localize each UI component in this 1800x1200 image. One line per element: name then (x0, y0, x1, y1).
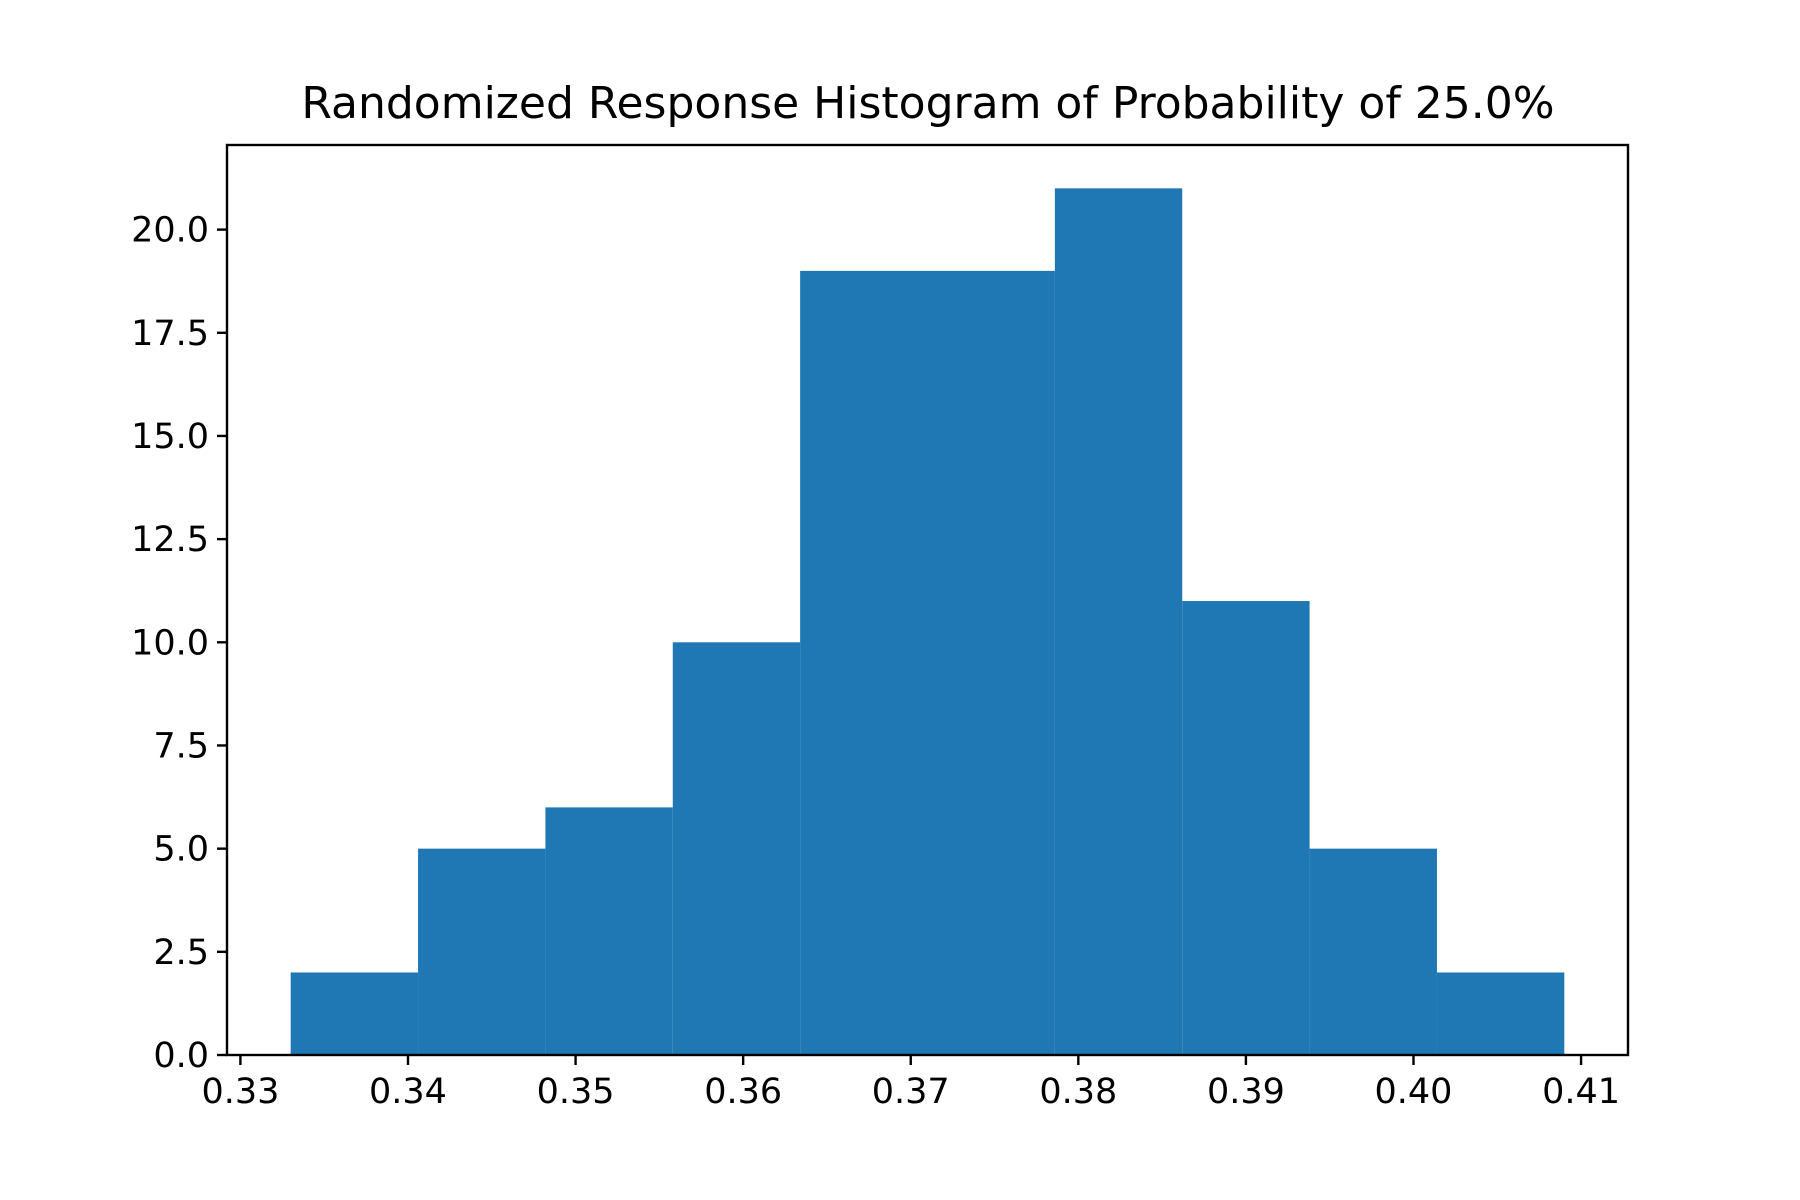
x-tick-label: 0.41 (1542, 1072, 1620, 1112)
x-tick-label: 0.38 (1039, 1072, 1117, 1112)
y-tick-label: 10.0 (131, 623, 209, 663)
x-tick-label: 0.34 (369, 1072, 447, 1112)
x-tick-label: 0.35 (537, 1072, 615, 1112)
histogram-bar (290, 972, 419, 1055)
histogram-bar (672, 642, 801, 1055)
bars-group (290, 188, 1565, 1056)
y-tick-label: 12.5 (131, 520, 209, 560)
y-tick-label: 2.5 (153, 933, 209, 973)
x-tick-label: 0.36 (704, 1072, 782, 1112)
y-tick-label: 20.0 (131, 211, 209, 251)
histogram-bar (1054, 188, 1183, 1056)
histogram-bar (800, 270, 928, 1055)
histogram-bar (1309, 848, 1437, 1055)
histogram-bar (1182, 601, 1310, 1055)
y-tick-label: 17.5 (131, 314, 209, 354)
x-tick-label: 0.40 (1375, 1072, 1453, 1112)
plot-frame (225, 143, 1630, 1057)
x-tick-label: 0.37 (872, 1072, 950, 1112)
histogram-bar (418, 848, 546, 1055)
x-tick-label: 0.33 (201, 1072, 279, 1112)
y-tick-label: 15.0 (131, 417, 209, 457)
x-tick-label: 0.39 (1207, 1072, 1285, 1112)
chart-title: Randomized Response Histogram of Probabi… (301, 78, 1554, 129)
histogram-bar (545, 807, 673, 1055)
y-tick-label: 0.0 (153, 1036, 209, 1076)
y-axis: 0.0 2.5 5.0 7.5 10.0 12.5 15.0 17.5 20.0 (131, 211, 227, 1076)
y-tick-label: 7.5 (153, 726, 209, 766)
x-axis: 0.33 0.34 0.35 0.36 0.37 0.38 0.39 0.40 0.41 (201, 1055, 1620, 1112)
histogram-bar (1436, 972, 1565, 1055)
y-tick-label: 5.0 (153, 830, 209, 870)
histogram-bar (927, 270, 1055, 1055)
